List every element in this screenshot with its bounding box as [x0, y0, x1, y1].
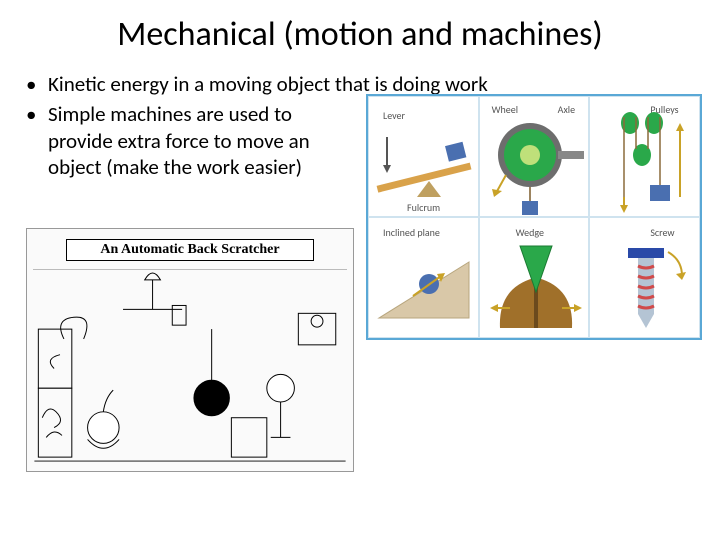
pulley-svg [590, 97, 700, 217]
cell-screw: Screw [589, 217, 700, 338]
wheel-svg [480, 97, 590, 217]
screw-svg [590, 218, 700, 338]
slide-title: Mechanical (motion and machines) [0, 0, 720, 61]
cell-lever: Lever Fulcrum [368, 96, 479, 217]
bullet-dot-icon: • [26, 101, 48, 180]
wedge-svg [480, 218, 590, 338]
cell-wedge: Wedge [479, 217, 590, 338]
cartoon-illustration: An Automatic Back Scratcher [26, 228, 354, 472]
cartoon-svg [33, 270, 347, 465]
bullet-dot-icon: • [26, 71, 48, 97]
cartoon-caption: An Automatic Back Scratcher [66, 239, 314, 261]
lever-svg [369, 97, 479, 217]
simple-machines-grid: Lever Fulcrum Wheel Axle Pulleys [366, 94, 702, 340]
bullet-text: Simple machines are used to provide extr… [48, 101, 358, 180]
cartoon-drawing [33, 269, 347, 465]
cell-inclined-plane: Inclined plane [368, 217, 479, 338]
cell-wheel-axle: Wheel Axle [479, 96, 590, 217]
incline-svg [369, 218, 479, 338]
cell-pulleys: Pulleys [589, 96, 700, 217]
